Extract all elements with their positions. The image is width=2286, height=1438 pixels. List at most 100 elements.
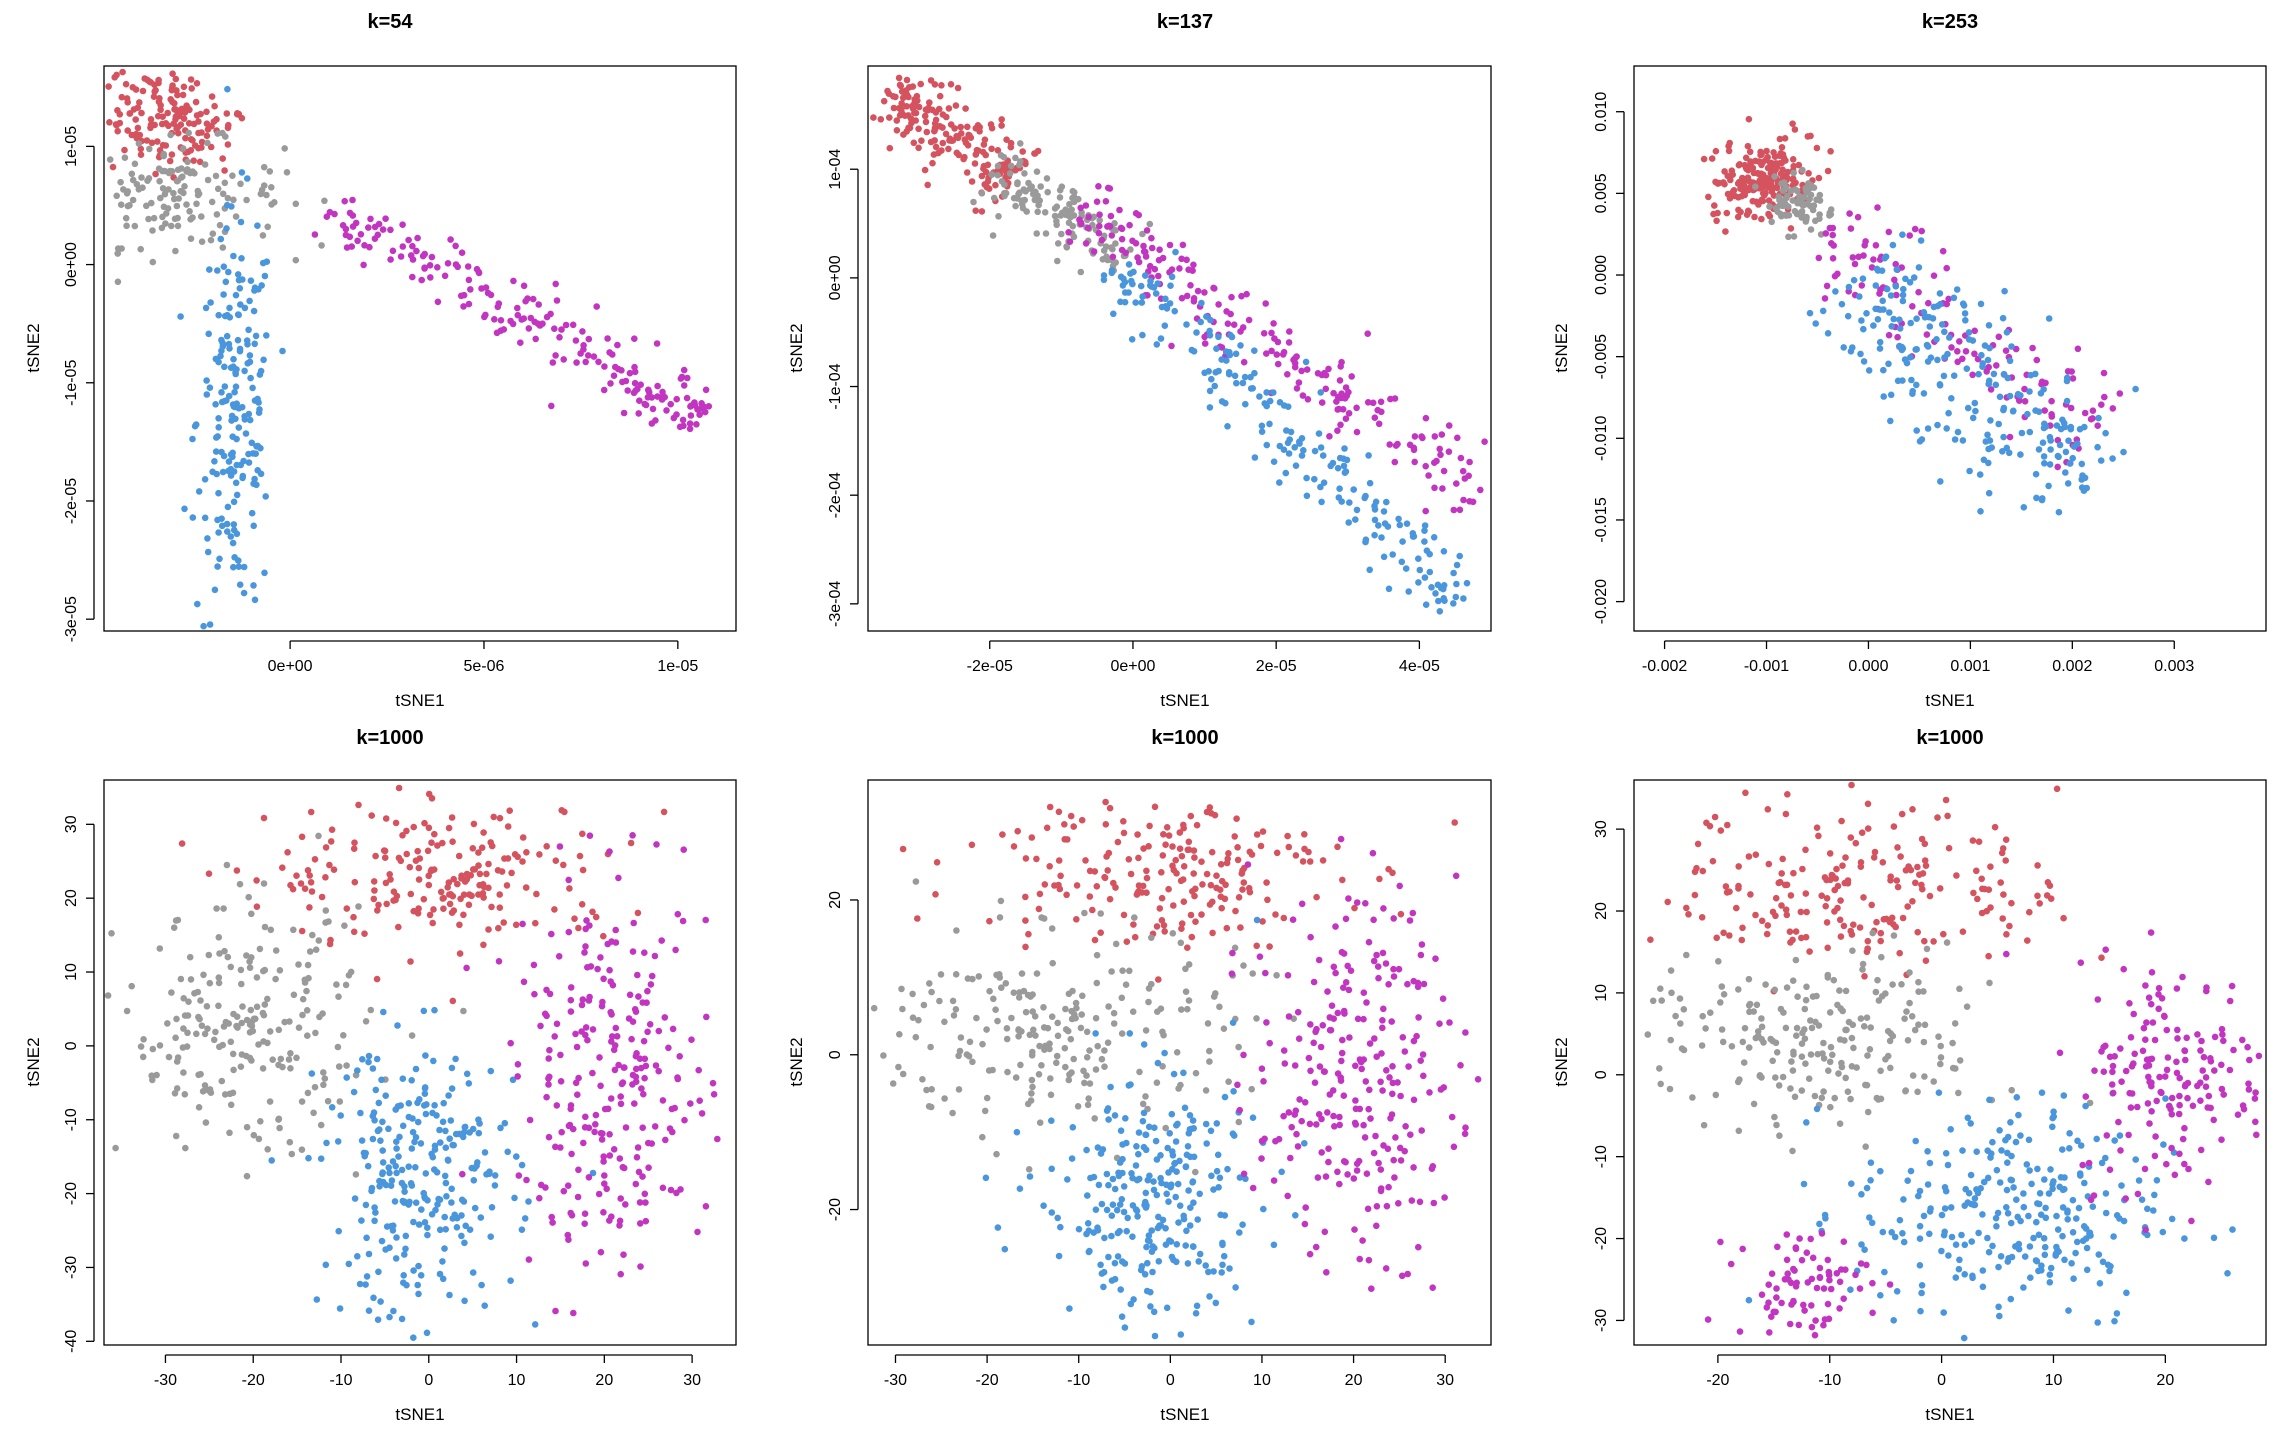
data-point — [279, 864, 286, 871]
data-point — [1647, 936, 1654, 943]
data-point — [248, 910, 255, 918]
data-point — [1967, 1171, 1975, 1179]
data-point — [696, 1097, 703, 1104]
data-point — [1283, 427, 1290, 434]
data-point — [2020, 1203, 2028, 1211]
data-point — [1776, 878, 1784, 886]
data-point — [1408, 1197, 1416, 1204]
data-point — [915, 103, 923, 111]
data-point — [1852, 839, 1860, 847]
data-point — [1240, 879, 1248, 886]
data-point — [1942, 1187, 1950, 1195]
data-point — [1738, 185, 1746, 193]
data-point — [1054, 1019, 1061, 1027]
data-point — [487, 291, 495, 299]
data-point — [1248, 1318, 1255, 1326]
data-point — [1973, 1186, 1980, 1193]
data-point — [421, 1090, 429, 1097]
data-point — [2043, 892, 2051, 899]
data-point — [578, 901, 586, 908]
data-point — [612, 1024, 620, 1032]
data-point — [1869, 1279, 1876, 1287]
data-point — [1337, 363, 1344, 370]
data-point — [202, 1119, 210, 1126]
data-point — [1115, 1169, 1122, 1177]
data-point — [1092, 1206, 1100, 1213]
data-point — [2151, 1191, 2158, 1199]
data-point — [1113, 1206, 1121, 1214]
data-point — [357, 231, 365, 238]
data-point — [1821, 295, 1829, 302]
data-point — [1016, 989, 1023, 996]
data-point — [1706, 822, 1714, 830]
data-point — [140, 1036, 147, 1043]
data-point — [2026, 428, 2034, 436]
data-point — [414, 234, 421, 242]
data-point — [229, 172, 236, 179]
data-point — [460, 911, 467, 919]
data-point — [581, 949, 588, 956]
data-point — [1103, 1206, 1111, 1214]
data-point — [1971, 327, 1978, 335]
data-point — [1086, 1047, 1093, 1054]
data-point — [1950, 294, 1958, 302]
data-point — [247, 1006, 255, 1014]
data-point — [480, 941, 487, 949]
data-point — [1133, 1207, 1141, 1215]
data-point — [375, 1268, 382, 1276]
data-point — [2116, 1215, 2123, 1222]
data-point — [1322, 385, 1330, 393]
data-point — [1207, 1127, 1215, 1135]
data-point — [2117, 1147, 2124, 1154]
data-point — [610, 372, 618, 380]
data-point — [407, 1180, 415, 1187]
data-point — [2000, 370, 2008, 378]
data-point — [357, 1109, 364, 1117]
data-point — [1185, 838, 1193, 846]
data-point — [439, 1118, 447, 1126]
data-point — [686, 420, 694, 427]
data-point — [531, 990, 538, 998]
data-point — [1010, 843, 1018, 850]
data-point — [1178, 255, 1185, 263]
data-point — [1105, 849, 1113, 857]
data-point — [1021, 158, 1029, 166]
data-point — [2102, 946, 2109, 953]
data-point — [1860, 358, 1868, 365]
data-point — [173, 202, 181, 210]
data-point — [378, 1237, 386, 1245]
series-blue — [1745, 1089, 2236, 1342]
data-point — [1405, 588, 1412, 595]
data-point — [1892, 923, 1899, 931]
data-point — [441, 1172, 449, 1180]
data-point — [1908, 376, 1915, 384]
data-point — [480, 829, 487, 836]
data-point — [335, 1063, 343, 1070]
data-point — [870, 114, 877, 121]
data-point — [1311, 1079, 1319, 1086]
data-point — [870, 1004, 878, 1012]
data-point — [1939, 247, 1947, 255]
data-point — [380, 1008, 387, 1016]
data-point — [1965, 329, 1973, 336]
data-point — [425, 824, 433, 832]
data-point — [487, 1233, 495, 1240]
data-point — [2061, 1185, 2068, 1193]
data-point — [216, 950, 223, 957]
data-point — [1129, 1233, 1136, 1240]
data-point — [1820, 1039, 1827, 1047]
y-tick-label: -30 — [63, 1256, 80, 1279]
data-point — [1921, 1021, 1929, 1029]
data-point — [114, 278, 122, 286]
data-point — [1218, 344, 1226, 351]
data-point — [240, 457, 247, 465]
data-point — [1866, 1046, 1874, 1053]
data-point — [989, 1066, 996, 1074]
data-point — [2210, 1116, 2217, 1124]
data-point — [1718, 1026, 1726, 1033]
data-point — [1169, 1152, 1177, 1159]
data-point — [399, 1075, 407, 1082]
data-point — [1807, 1017, 1814, 1024]
data-point — [2003, 329, 2011, 336]
data-point — [494, 867, 502, 874]
